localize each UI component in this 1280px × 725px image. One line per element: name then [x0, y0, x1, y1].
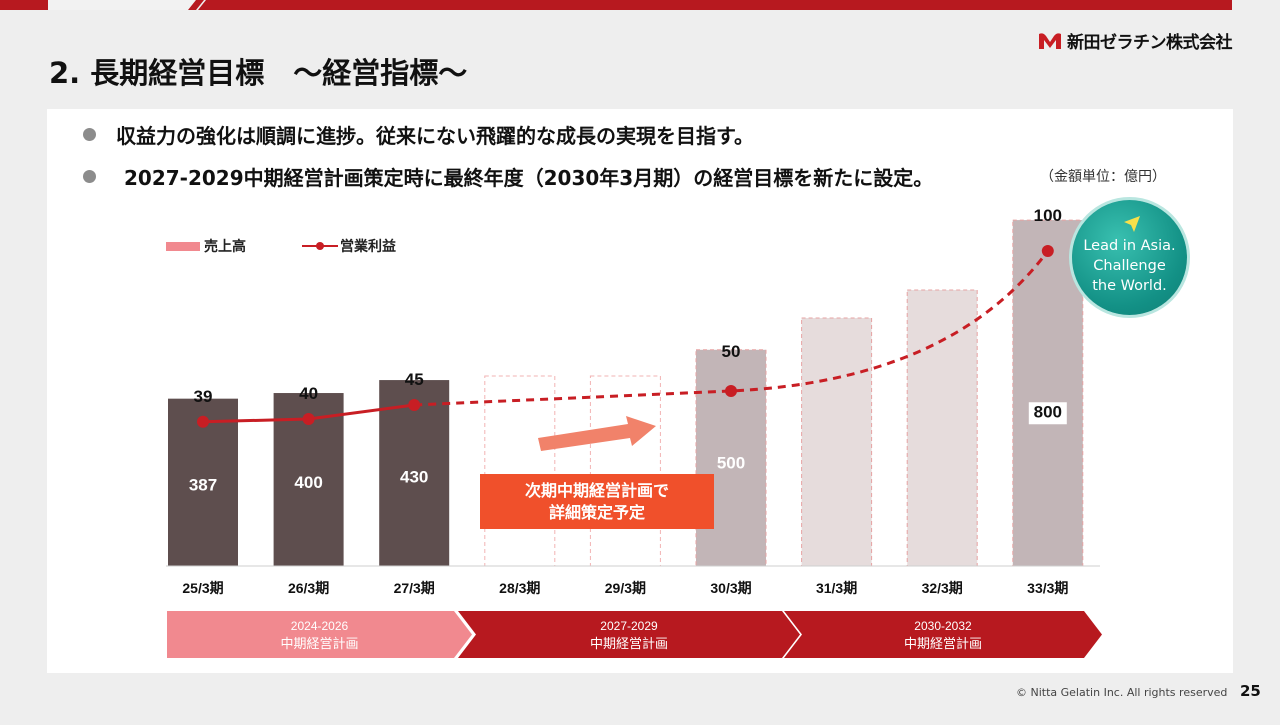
plan-period-years-2: 2027-2029: [600, 619, 658, 633]
navigation-arrow-icon: [1124, 216, 1140, 232]
sales-value-label-3: 430: [400, 467, 428, 486]
bullet-1: 収益力の強化は順調に進捗。従来にない飛躍的な成長の実現を目指す。: [83, 120, 754, 149]
sales-value-label-1: 387: [189, 476, 217, 495]
slogan-text: Lead in Asia. Challenge the World.: [1083, 238, 1176, 294]
growth-arrow-icon: [538, 416, 656, 451]
legend-sales: 売上高: [166, 236, 246, 256]
profit-point-9: [1041, 245, 1054, 257]
x-tick-label-3: 27/3期: [394, 580, 435, 596]
x-tick-label-5: 29/3期: [605, 580, 646, 596]
bullet-dot-icon: [83, 170, 96, 183]
legend-label-sales: 売上高: [204, 239, 246, 255]
profit-line-target: [414, 250, 1050, 407]
sales-label-bg: [1028, 402, 1067, 425]
plan-period-chevron-3: [784, 611, 1102, 658]
x-tick-label-4: 28/3期: [499, 580, 540, 596]
plan-period-chevron-2: [458, 611, 800, 658]
unit-note: （金額単位：億円）: [1040, 169, 1166, 185]
profit-point-1: [197, 415, 209, 428]
plan-note-line-1: 次期中期経営計画で: [524, 480, 669, 500]
profit-value-label-3: 45: [405, 370, 424, 389]
profit-value-label-2: 40: [299, 384, 318, 403]
x-tick-label-2: 26/3期: [288, 580, 329, 596]
legend-profit: 営業利益: [302, 236, 396, 256]
company-name: 新田ゼラチン株式会社: [1067, 33, 1233, 53]
plan-period-label-1: 中期経営計画: [280, 636, 358, 651]
x-tick-label-1: 25/3期: [182, 580, 223, 596]
x-tick-label-9: 33/3期: [1027, 580, 1068, 596]
logo-mark-icon: [1039, 32, 1061, 49]
sales-value-label-6: 500: [717, 454, 745, 473]
sales-value-label-2: 400: [294, 473, 322, 492]
bullet-2: 2027-2029中期経営計画策定時に最終年度（2030年3月期）の経営目標を新…: [83, 162, 933, 191]
x-tick-label-8: 32/3期: [922, 580, 963, 596]
plan-period-years-1: 2024-2026: [291, 619, 349, 633]
plan-period-chevron-1: [167, 611, 472, 658]
bullet-dot-icon: [83, 128, 96, 141]
profit-point-3: [408, 399, 421, 411]
sales-bar-9: [1012, 219, 1084, 567]
legend-line-swatch: [302, 241, 338, 251]
profit-point-2: [302, 413, 315, 425]
profit-value-label-6: 50: [722, 342, 741, 361]
bullet-text: 収益力の強化は順調に進捗。従来にない飛躍的な成長の実現を目指す。: [116, 124, 754, 148]
page-title: 2. 長期経営目標 ～経営指標～: [49, 56, 468, 90]
plan-note-box: 次期中期経営計画で 詳細策定予定: [480, 474, 714, 529]
sales-value-label-9: 800: [1034, 402, 1062, 421]
legend-label-profit: 営業利益: [340, 239, 396, 255]
copyright-footer: © Nitta Gelatin Inc. All rights reserved: [1016, 686, 1228, 699]
bullet-text: 2027-2029中期経営計画策定時に最終年度（2030年3月期）の経営目標を新…: [124, 166, 934, 190]
plan-period-label-3: 中期経営計画: [904, 636, 982, 651]
x-tick-label-6: 30/3期: [710, 580, 751, 596]
sales-bar-3: [379, 380, 450, 566]
sales-bar-4: [484, 375, 556, 567]
plan-note-line-2: 詳細策定予定: [548, 502, 645, 522]
legend-bar-swatch: [166, 241, 200, 251]
plan-period-label-2: 中期経営計画: [590, 636, 668, 651]
profit-point-6: [725, 385, 737, 397]
company-logo: 新田ゼラチン株式会社: [1037, 28, 1233, 53]
page-number: 25: [1240, 682, 1261, 700]
top-accent-light: [48, 0, 196, 10]
slogan-badge: Lead in Asia. Challenge the World.: [1072, 200, 1187, 315]
profit-value-label-9: 100: [1034, 206, 1062, 225]
sales-bar-7: [801, 317, 873, 567]
plan-period-years-3: 2030-2032: [914, 619, 972, 633]
profit-value-label-1: 39: [194, 387, 213, 406]
top-accent-bar: [0, 0, 1232, 10]
x-tick-label-7: 31/3期: [816, 580, 857, 596]
top-accent-gap: [196, 0, 206, 10]
sales-bar-8: [906, 289, 978, 567]
sales-bar-5: [589, 375, 661, 567]
